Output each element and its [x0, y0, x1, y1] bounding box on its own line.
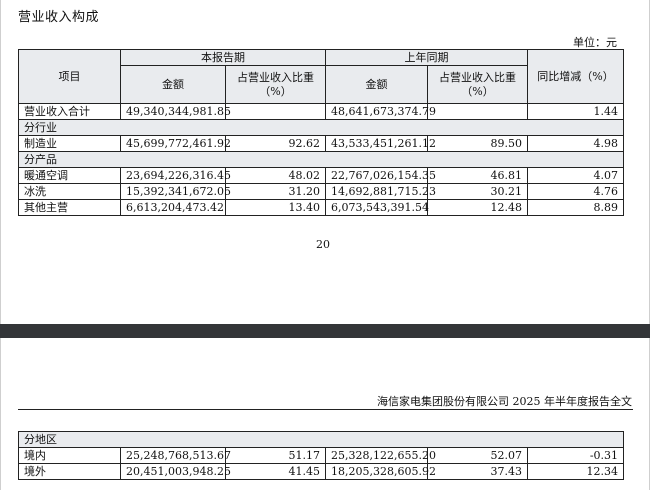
prior-ratio: 89.50: [427, 135, 528, 152]
header-cur-amount: 金额: [120, 65, 226, 104]
table-row: 冰洗 15,392,341,672.05 31.20 14,692,881,71…: [18, 183, 624, 200]
cur-amount: 49,340,344,981.85: [120, 103, 231, 120]
page-number: 20: [316, 238, 330, 251]
prior-ratio: 46.81: [427, 167, 528, 184]
yoy: 4.07: [527, 167, 624, 184]
row-label: 制造业: [18, 135, 121, 152]
yoy: 4.98: [527, 135, 624, 152]
row-label: 其他主营: [18, 199, 121, 216]
row-label: 境外: [18, 463, 121, 480]
cur-amount: 20,451,003,948.25: [120, 463, 231, 480]
region-table: 分地区 境内 25,248,768,513.67 51.17 25,328,12…: [17, 431, 625, 480]
page-break-gap: [0, 324, 650, 338]
section-row-industry: 分行业: [18, 119, 624, 136]
prior-ratio: 30.21: [427, 183, 528, 200]
prior-amount: 14,692,881,715.23: [325, 183, 436, 200]
prior-amount: 6,073,543,391.54: [325, 199, 429, 216]
header-prior-amount: 金额: [325, 65, 428, 104]
header-yoy: 同比增减（%）: [527, 49, 624, 104]
yoy: 1.44: [527, 103, 624, 120]
section-label: 分地区: [17, 431, 625, 448]
cur-amount: 6,613,204,473.42: [120, 199, 226, 216]
row-label: 营业收入合计: [18, 103, 121, 120]
yoy: -0.31: [526, 447, 625, 464]
table-subheader-row: 金额 占营业收入比重 （%） 金额 占营业收入比重 （%）: [19, 65, 624, 104]
row-label: 暖通空调: [18, 167, 121, 184]
cur-ratio: 51.17: [225, 447, 326, 464]
prior-amount: 18,205,328,605.92: [325, 463, 436, 480]
yoy: 12.34: [526, 463, 625, 480]
header-cur-ratio-line1: 占营业收入比重: [237, 70, 314, 84]
prior-ratio: [427, 103, 528, 120]
header-prior-period: 上年同期: [325, 49, 528, 66]
cur-ratio: 41.45: [225, 463, 326, 480]
section-row-product: 分产品: [18, 151, 624, 168]
revenue-table: 项目 本报告期 上年同期 同比增减（%） 金额 占营业收入比重 （%） 金额 占营…: [18, 49, 624, 216]
cur-ratio: 13.40: [225, 199, 326, 216]
prior-ratio: 52.07: [427, 447, 528, 464]
cur-amount: 15,392,341,672.05: [120, 183, 231, 200]
cur-ratio: 31.20: [225, 183, 326, 200]
unit-label: 单位：元: [573, 36, 617, 49]
cur-amount: 23,694,226,316.45: [120, 167, 231, 184]
prior-amount: 22,767,026,154.35: [325, 167, 436, 184]
row-label: 境内: [18, 447, 121, 464]
header-cur-ratio: 占营业收入比重 （%）: [225, 65, 326, 104]
cur-ratio: 92.62: [225, 135, 326, 152]
yoy: 4.76: [527, 183, 624, 200]
table-header-row: 项目 本报告期 上年同期 同比增减（%）: [18, 49, 624, 104]
yoy: 8.89: [527, 199, 624, 216]
table-row: 境外 20,451,003,948.25 41.45 18,205,328,60…: [18, 463, 625, 480]
section-title: 营业收入构成: [18, 10, 100, 25]
prior-amount: 48,641,673,374.79: [325, 103, 436, 120]
prior-amount: 43,533,451,261.12: [325, 135, 436, 152]
header-item: 项目: [18, 49, 121, 104]
prior-ratio: 12.48: [427, 199, 528, 216]
prior-ratio: 37.43: [427, 463, 528, 480]
section-row-region: 分地区: [17, 431, 625, 448]
header-current-period: 本报告期: [120, 49, 326, 66]
row-label: 冰洗: [18, 183, 121, 200]
table-row: 制造业 45,699,772,461.92 92.62 43,533,451,2…: [18, 135, 624, 152]
section-label: 分产品: [18, 151, 624, 168]
header-prior-ratio: 占营业收入比重 （%）: [427, 65, 528, 104]
table-row: 暖通空调 23,694,226,316.45 48.02 22,767,026,…: [18, 167, 624, 184]
header-rule: [18, 409, 633, 410]
header-prior-ratio-line1: 占营业收入比重: [439, 70, 516, 84]
running-header: 海信家电集团股份有限公司 2025 年半年度报告全文: [377, 395, 632, 408]
header-prior-ratio-line2: （%）: [461, 84, 494, 98]
prior-amount: 25,328,122,655.20: [325, 447, 436, 464]
cur-amount: 45,699,772,461.92: [120, 135, 231, 152]
cur-amount: 25,248,768,513.67: [120, 447, 231, 464]
header-cur-ratio-line2: （%）: [259, 84, 292, 98]
cur-ratio: 48.02: [225, 167, 326, 184]
section-label: 分行业: [18, 119, 624, 136]
table-row-total: 营业收入合计 49,340,344,981.85 48,641,673,374.…: [18, 103, 624, 120]
table-row: 其他主营 6,613,204,473.42 13.40 6,073,543,39…: [18, 199, 624, 216]
cur-ratio: [225, 103, 326, 120]
table-row: 境内 25,248,768,513.67 51.17 25,328,122,65…: [18, 447, 625, 464]
